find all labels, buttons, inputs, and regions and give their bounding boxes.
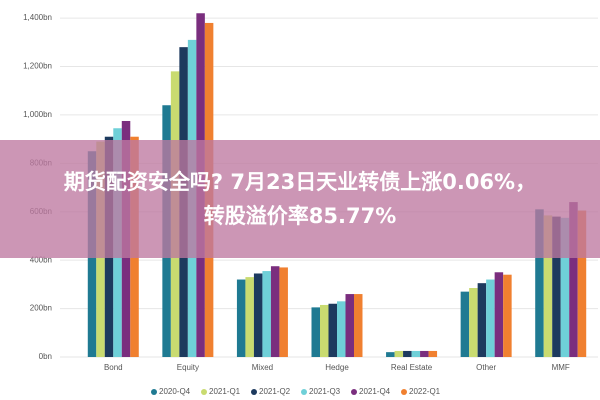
bar [428,350,438,357]
bar [386,352,395,357]
y-tick-label: 200bn [30,304,52,313]
bar [535,209,544,357]
x-tick-label: Other [476,363,496,372]
legend-marker [151,389,157,395]
bar [270,266,280,357]
x-tick-label: Equity [177,363,199,372]
y-tick-label: 1,000bn [23,110,52,119]
bar [311,307,320,357]
legend-label: 2021-Q4 [359,387,391,396]
bar [560,217,570,357]
bar [354,294,363,357]
legend-label: 2021-Q3 [309,387,341,396]
bar [394,350,404,357]
bar [569,202,578,357]
x-tick-label: MMF [552,363,570,372]
legend-marker [351,389,357,395]
y-tick-label: 1,200bn [23,62,52,71]
bar [328,303,337,357]
bar [552,216,561,357]
legend-marker [301,389,307,395]
bar [577,210,587,357]
bar [469,288,478,357]
bar [320,304,329,357]
x-tick-label: Bond [104,363,123,372]
bar [420,350,429,357]
overlay-line: 期货配资安全吗? 7月23日天业转债上涨0.06%， [63,170,537,194]
bar [253,273,263,357]
y-tick-label: 400bn [30,255,52,264]
bar [262,271,271,357]
legend-label: 2020-Q4 [159,387,191,396]
bar [486,279,495,357]
overlay-banner: 期货配资安全吗? 7月23日天业转债上涨0.06%， 转股溢价率85.77% [0,140,600,258]
legend-label: 2021-Q1 [209,387,241,396]
bar [460,291,470,357]
bar [279,267,288,357]
legend-label: 2021-Q2 [259,387,291,396]
legend-marker [201,389,207,395]
bar [236,279,246,357]
y-tick-label: 1,400bn [23,13,52,22]
bar [403,350,412,357]
overlay-line: 转股溢价率85.77% [203,204,397,228]
y-tick-label: 0bn [39,352,52,361]
bar [411,350,421,357]
legend-marker [251,389,257,395]
bar [543,215,553,357]
bar [477,283,487,357]
legend-label: 2022-Q1 [409,387,441,396]
bar [345,294,354,357]
x-tick-label: Hedge [325,363,349,372]
bar [337,301,346,357]
bar [245,277,254,357]
legend-marker [401,389,407,395]
bar [503,274,512,357]
x-tick-label: Mixed [252,363,273,372]
bar [494,272,504,357]
x-tick-label: Real Estate [391,363,433,372]
